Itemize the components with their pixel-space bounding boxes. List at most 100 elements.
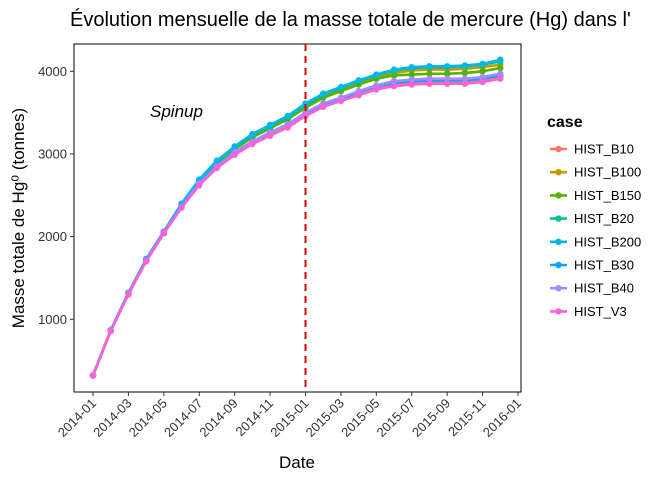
legend-swatch-point <box>555 261 562 269</box>
legend-title: case <box>547 114 583 131</box>
data-point <box>249 130 256 138</box>
x-tick-label: 2014-05 <box>126 396 170 440</box>
data-point <box>408 63 415 71</box>
data-point <box>497 64 504 72</box>
legend-label: HIST_B40 <box>574 281 634 296</box>
legend-item-hist_b150: HIST_B150 <box>550 188 641 203</box>
data-point <box>390 77 398 85</box>
legend-swatch-point <box>555 285 562 292</box>
x-tick-label: 2015-07 <box>374 396 418 440</box>
x-tick-label: 2014-09 <box>196 396 240 440</box>
legend-label: HIST_B10 <box>574 142 634 157</box>
data-point <box>337 97 345 105</box>
data-point <box>213 164 221 172</box>
x-tick-label: 2015-05 <box>338 396 382 440</box>
data-point <box>213 157 221 164</box>
data-point <box>461 62 469 69</box>
data-point <box>443 75 451 82</box>
legend-item-hist_b20: HIST_B20 <box>550 211 634 226</box>
legend-label: HIST_B150 <box>574 188 641 203</box>
data-point <box>426 70 433 77</box>
spinup-annotation: Spinup <box>150 102 203 121</box>
data-point <box>142 258 150 265</box>
data-point <box>497 75 504 82</box>
data-point <box>479 68 486 75</box>
data-point <box>302 112 309 120</box>
data-point <box>284 124 291 131</box>
legend-label: HIST_V3 <box>574 304 627 319</box>
data-point <box>355 92 362 99</box>
data-point <box>196 182 203 189</box>
data-point <box>443 80 451 87</box>
series-layer <box>89 56 504 379</box>
data-point <box>479 78 486 86</box>
data-point <box>390 66 398 73</box>
legend-item-hist_b200: HIST_B200 <box>550 234 641 249</box>
legend-item-hist_b30: HIST_B30 <box>550 258 634 273</box>
legend-swatch-point <box>555 145 562 153</box>
legend-label: HIST_B200 <box>574 234 641 249</box>
data-point <box>497 56 504 63</box>
data-point <box>249 140 256 148</box>
data-point <box>160 230 168 237</box>
legend-swatch-point <box>555 169 562 176</box>
data-point <box>266 121 274 129</box>
data-point <box>302 100 309 107</box>
data-point <box>355 77 362 84</box>
data-point <box>125 291 132 298</box>
y-axis-title: Masse totale de Hg⁰ (tonnes) <box>9 108 28 328</box>
x-tick-label: 2015-01 <box>267 396 311 440</box>
data-point <box>408 71 415 78</box>
data-point <box>320 103 327 111</box>
legend-swatch-point <box>555 238 562 245</box>
data-point <box>231 143 238 150</box>
data-point <box>408 76 415 83</box>
legend-item-hist_b10: HIST_B10 <box>550 142 634 157</box>
data-point <box>461 75 469 82</box>
data-point <box>479 73 486 81</box>
legend-swatch-point <box>555 308 562 315</box>
chart-title: Évolution mensuelle de la masse totale d… <box>70 8 631 31</box>
legend-label: HIST_B30 <box>574 258 634 273</box>
y-tick-label: 4000 <box>38 64 67 79</box>
data-point <box>373 86 380 93</box>
legend-item-hist_v3: HIST_V3 <box>550 304 627 319</box>
data-point <box>408 81 415 88</box>
y-tick-label: 2000 <box>38 229 67 244</box>
data-point <box>231 151 238 158</box>
legend: HIST_B10 HIST_B100 HIST_B150 HIST_B20 HIST_B… <box>550 142 641 319</box>
y-axis: 1000 2000 3000 4000 <box>38 64 74 327</box>
legend-item-hist_b40: HIST_B40 <box>550 281 634 296</box>
x-tick-label: 2016-01 <box>480 396 524 440</box>
x-tick-label: 2015-03 <box>303 396 347 440</box>
legend-swatch-point <box>555 215 562 222</box>
legend-label: HIST_B100 <box>574 165 641 180</box>
x-tick-label: 2014-07 <box>161 396 205 440</box>
data-point <box>461 69 469 77</box>
data-point <box>497 70 504 77</box>
data-point <box>337 83 345 91</box>
data-point <box>461 80 469 87</box>
data-point <box>284 112 291 120</box>
data-point <box>373 71 380 78</box>
legend-swatch-point <box>555 192 562 199</box>
data-point <box>320 90 327 97</box>
data-point <box>443 63 451 70</box>
plot-panel <box>73 43 522 393</box>
y-tick-label: 1000 <box>38 312 67 327</box>
data-point <box>390 82 398 90</box>
x-tick-label: 2014-03 <box>90 396 134 440</box>
x-axis: 2014-012014-032014-052014-072014-092014-… <box>55 392 524 440</box>
data-point <box>89 372 97 379</box>
legend-item-hist_b100: HIST_B100 <box>550 165 641 180</box>
data-point <box>107 327 114 335</box>
data-point <box>426 80 433 87</box>
x-tick-label: 2015-09 <box>409 396 453 440</box>
y-tick-label: 3000 <box>38 146 67 161</box>
x-axis-title: Date <box>279 453 315 472</box>
x-tick-label: 2014-01 <box>55 396 99 440</box>
data-point <box>443 70 451 77</box>
data-point <box>178 204 185 211</box>
data-point <box>390 72 398 79</box>
